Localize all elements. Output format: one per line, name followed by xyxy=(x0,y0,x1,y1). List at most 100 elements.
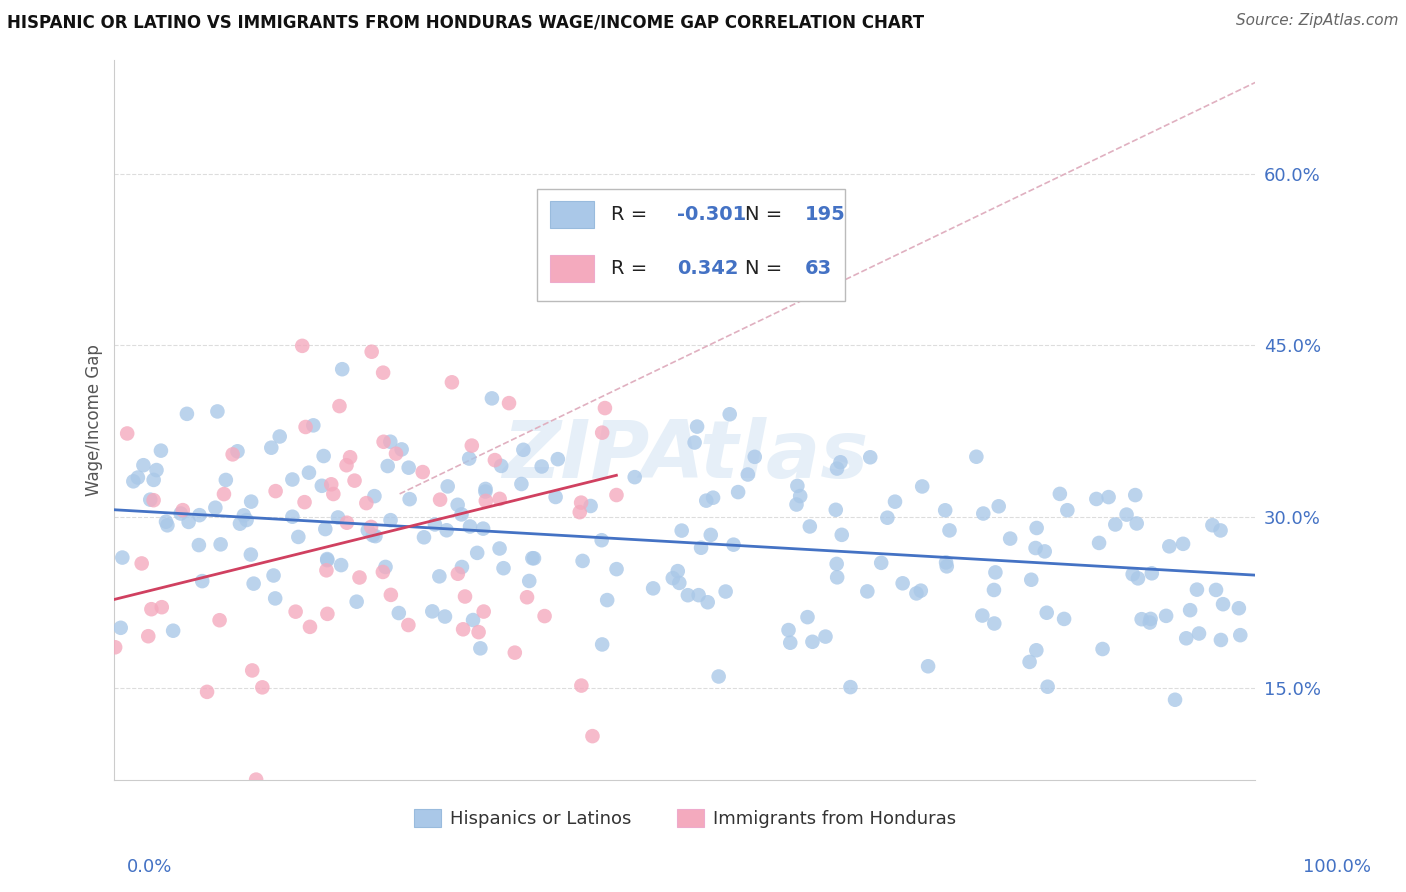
Point xyxy=(796,610,818,624)
Point xyxy=(786,498,808,512)
Point xyxy=(235,513,257,527)
Point xyxy=(530,459,553,474)
Point xyxy=(427,569,450,583)
Point xyxy=(356,496,378,510)
Point xyxy=(1085,491,1108,506)
Point xyxy=(374,560,396,574)
Point xyxy=(330,558,353,573)
Point xyxy=(398,492,420,507)
Point xyxy=(1171,537,1194,551)
Point xyxy=(569,495,592,509)
Point xyxy=(488,541,510,556)
Point xyxy=(447,498,470,512)
Point xyxy=(204,500,226,515)
Text: Source: ZipAtlas.com: Source: ZipAtlas.com xyxy=(1236,13,1399,29)
Point xyxy=(830,455,852,469)
Point xyxy=(983,582,1005,597)
Point xyxy=(326,510,349,524)
Point xyxy=(779,636,801,650)
Point xyxy=(188,508,211,523)
Point xyxy=(938,524,960,538)
Point xyxy=(547,452,569,467)
Point xyxy=(1212,597,1234,611)
Point xyxy=(474,482,496,496)
Legend: Hispanics or Latinos, Immigrants from Honduras: Hispanics or Latinos, Immigrants from Ho… xyxy=(406,802,963,836)
Point xyxy=(315,563,337,577)
Point xyxy=(1154,608,1177,623)
Text: ZIPAtlas: ZIPAtlas xyxy=(502,417,868,494)
Point xyxy=(242,576,264,591)
Point xyxy=(221,447,243,461)
Point xyxy=(668,575,690,590)
Point xyxy=(245,772,267,787)
Point xyxy=(458,519,481,533)
Point xyxy=(361,528,384,542)
Text: 63: 63 xyxy=(804,259,832,278)
Point xyxy=(131,557,153,571)
Point xyxy=(294,495,316,509)
Point xyxy=(209,537,232,551)
Point xyxy=(269,429,291,443)
Point xyxy=(498,396,520,410)
Point xyxy=(398,460,420,475)
Point xyxy=(162,624,184,638)
Point xyxy=(839,680,862,694)
Point xyxy=(1056,503,1078,517)
Point xyxy=(316,552,339,566)
Point xyxy=(935,559,957,574)
Point xyxy=(156,518,179,533)
Point xyxy=(1139,612,1161,626)
Point xyxy=(429,492,451,507)
Text: 0.342: 0.342 xyxy=(676,259,738,278)
Point xyxy=(1185,582,1208,597)
Point xyxy=(176,407,198,421)
Point xyxy=(1104,517,1126,532)
Point xyxy=(1178,603,1201,617)
Point xyxy=(799,519,821,533)
Point xyxy=(623,470,645,484)
Point xyxy=(314,522,336,536)
Point xyxy=(357,524,380,538)
Point xyxy=(789,489,811,503)
Point xyxy=(447,566,470,581)
Point xyxy=(825,461,848,475)
Point xyxy=(533,609,555,624)
Y-axis label: Wage/Income Gap: Wage/Income Gap xyxy=(86,343,103,496)
Point xyxy=(302,418,325,433)
Text: 195: 195 xyxy=(804,205,845,224)
Point xyxy=(1025,643,1047,657)
Point xyxy=(264,591,287,606)
Point xyxy=(207,404,229,418)
Point xyxy=(568,505,591,519)
Point xyxy=(132,458,155,473)
FancyBboxPatch shape xyxy=(537,189,845,301)
Point xyxy=(727,485,749,500)
Point xyxy=(423,517,446,532)
Point xyxy=(142,473,165,487)
Point xyxy=(396,618,419,632)
Point xyxy=(489,458,512,473)
Point xyxy=(260,441,283,455)
Point xyxy=(1209,524,1232,538)
Point xyxy=(281,509,304,524)
Point xyxy=(104,640,127,655)
Point xyxy=(110,621,132,635)
Point xyxy=(252,681,274,695)
Point xyxy=(605,488,627,502)
Point xyxy=(544,490,567,504)
Text: 100.0%: 100.0% xyxy=(1303,858,1371,876)
Point xyxy=(596,593,619,607)
Point xyxy=(111,550,134,565)
Text: HISPANIC OR LATINO VS IMMIGRANTS FROM HONDURAS WAGE/INCOME GAP CORRELATION CHART: HISPANIC OR LATINO VS IMMIGRANTS FROM HO… xyxy=(7,13,924,31)
Text: N =: N = xyxy=(745,205,789,224)
Point xyxy=(349,570,371,584)
Point xyxy=(420,604,443,618)
Point xyxy=(1125,516,1147,531)
Point xyxy=(461,439,484,453)
Point xyxy=(1188,626,1211,640)
Point xyxy=(172,503,194,517)
Point xyxy=(155,515,177,529)
Point xyxy=(987,500,1010,514)
Point xyxy=(136,629,159,643)
Point xyxy=(440,376,463,390)
